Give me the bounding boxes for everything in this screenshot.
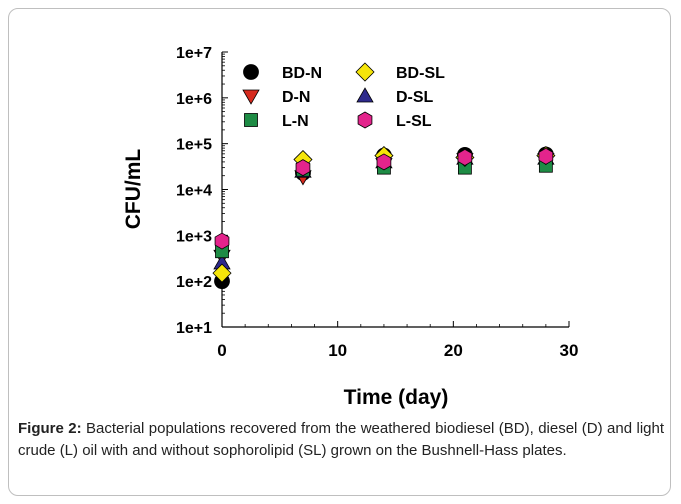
chart: 1e+1 1e+2 1e+3 1e+4 1e+5 1e+6 1e+7 0 10 20 30 BD-N… xyxy=(122,45,579,409)
x-tick-label: 10 xyxy=(328,341,347,360)
data-point xyxy=(212,263,232,283)
legend-label: D-N xyxy=(282,89,310,106)
y-tick-label: 1e+3 xyxy=(176,228,212,245)
y-tick-label: 1e+7 xyxy=(176,45,212,62)
legend-item-bd-n: BD-N xyxy=(243,64,322,82)
series-l-n xyxy=(215,158,553,259)
figure-frame xyxy=(8,8,671,496)
y-tick-label: 1e+4 xyxy=(176,183,212,200)
legend-label: BD-SL xyxy=(396,65,445,82)
x-axis-label: Time (day) xyxy=(344,386,449,409)
series-l-sl xyxy=(214,147,554,250)
data-point xyxy=(376,153,392,171)
y-tick-label: 1e+2 xyxy=(176,274,212,291)
y-tick-label: 1e+1 xyxy=(176,320,212,337)
data-point xyxy=(214,232,230,250)
legend-item-d-n: D-N xyxy=(242,89,310,106)
x-tick-label: 0 xyxy=(217,341,226,360)
x-tick-label: 30 xyxy=(560,341,579,360)
x-tick-label: 20 xyxy=(444,341,463,360)
y-axis-label: CFU/mL xyxy=(122,149,145,230)
data-point xyxy=(295,159,311,177)
legend-marker xyxy=(357,111,373,129)
data-point xyxy=(538,147,554,165)
legend-label: BD-N xyxy=(282,65,322,82)
legend-marker xyxy=(242,89,260,105)
data-marks xyxy=(212,146,556,290)
caption-text: Bacterial populations recovered from the… xyxy=(18,420,664,459)
legend-marker xyxy=(244,113,258,127)
legend-item-l-sl: L-SL xyxy=(357,111,432,130)
figure-caption: Figure 2: Bacterial populations recovere… xyxy=(18,418,664,462)
data-point xyxy=(457,149,473,166)
legend-item-bd-sl: BD-SL xyxy=(355,62,445,82)
legend-marker xyxy=(356,87,374,103)
legend-label: L-SL xyxy=(396,113,432,130)
legend: BD-N D-N L-N BD-SL D-SL L-SL xyxy=(242,62,445,130)
legend-label: L-N xyxy=(282,113,309,130)
y-tick-label: 1e+5 xyxy=(176,137,212,154)
axis-ticks: 1e+1 1e+2 1e+3 1e+4 1e+5 1e+6 1e+7 0 10 20 30 xyxy=(176,45,579,360)
legend-marker xyxy=(243,64,259,80)
legend-item-l-n: L-N xyxy=(244,113,309,130)
caption-label: Figure 2: xyxy=(18,420,82,437)
legend-item-d-sl: D-SL xyxy=(356,87,434,106)
legend-marker xyxy=(355,62,375,82)
y-tick-label: 1e+6 xyxy=(176,91,212,108)
legend-label: D-SL xyxy=(396,89,434,106)
